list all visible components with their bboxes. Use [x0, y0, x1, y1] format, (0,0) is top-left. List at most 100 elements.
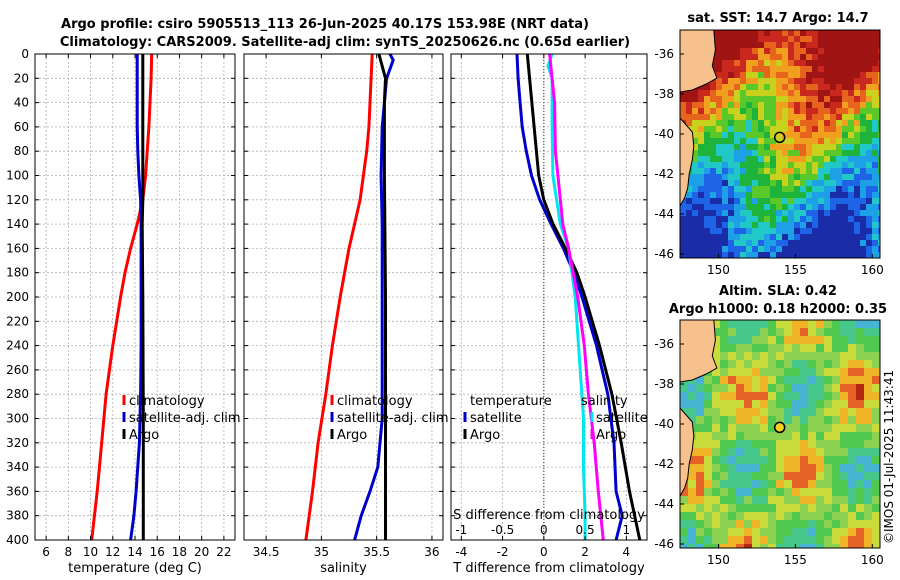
- map-frame: [679, 29, 881, 259]
- x-tick-label: 35: [314, 545, 329, 559]
- figure-title-line1: Argo profile: csiro 5905513_113 26-Jun-2…: [61, 17, 589, 32]
- y-tick-label: 360: [6, 484, 29, 498]
- map-y-tick-label: -40: [654, 127, 674, 141]
- map-field: [680, 30, 880, 258]
- map-x-tick-label: 150: [707, 263, 730, 277]
- x-tick-label: 8: [65, 545, 73, 559]
- series-line-s-argo: [548, 53, 605, 541]
- series-line-climatology: [90, 53, 154, 541]
- legend: climatology satellite-adj. clim Argo: [122, 394, 241, 443]
- x-tick-label: 18: [172, 545, 187, 559]
- x-tick-label: 2: [581, 545, 589, 559]
- map-y-tick-label: -42: [654, 457, 674, 471]
- x-axis-label: temperature (deg C): [68, 561, 202, 576]
- legend-label: Argo: [337, 428, 367, 443]
- map-x-tick-label: 160: [861, 553, 884, 567]
- argo-location-marker: [773, 421, 786, 434]
- map-y-tick-label: -46: [654, 247, 674, 261]
- series-line-satellite-adj-clim: [353, 53, 395, 541]
- y-tick-label: 340: [6, 460, 29, 474]
- y-tick-label: 380: [6, 509, 29, 523]
- tasmania-land: [680, 407, 695, 498]
- series-line-climatology: [304, 53, 374, 541]
- australia-mainland: [680, 30, 718, 93]
- s-diff-tick-label: -1: [455, 523, 467, 537]
- map-y-tick-label: -44: [654, 207, 674, 221]
- map-x-tick-label: 160: [861, 263, 884, 277]
- x-tick-label: 14: [127, 545, 142, 559]
- y-tick-label: 140: [6, 217, 29, 231]
- x-tick-label: 22: [216, 545, 231, 559]
- y-tick-label: 240: [6, 339, 29, 353]
- s-diff-tick-label: 0.5: [576, 523, 595, 537]
- y-tick-label: 100: [6, 169, 29, 183]
- y-tick-label: 0: [21, 47, 29, 61]
- map-y-tick-label: -36: [654, 337, 674, 351]
- y-tick-label: 280: [6, 387, 29, 401]
- x-tick-label: 34.5: [253, 545, 280, 559]
- figure-title-line2: Climatology: CARS2009. Satellite-adj cli…: [60, 35, 630, 50]
- map-y-tick-label: -38: [654, 377, 674, 391]
- sla-map: 150 155 160 -36 -38 -40 -42 -44 -46: [654, 319, 884, 567]
- map-y-tick-label: -42: [654, 167, 674, 181]
- x-tick-label: -4: [455, 545, 467, 559]
- legend-title-temperature: temperature: [470, 394, 552, 409]
- y-tick-label: 20: [14, 71, 29, 85]
- x-tick-label: 35.5: [363, 545, 390, 559]
- sst-map: 150 155 160 -36 -38 -40 -42 -44 -46: [654, 29, 884, 277]
- imos-timestamp: ©IMOS 01-Jul-2025 11:43:41: [882, 370, 896, 544]
- legend-label: Argo: [129, 428, 159, 443]
- map-y-tick-label: -38: [654, 87, 674, 101]
- legend-label: satellite-adj. clim: [337, 411, 449, 426]
- y-tick-label: 400: [6, 533, 29, 547]
- s-diff-axis-label: S difference from climatology: [453, 508, 645, 523]
- legend-label: satellite: [470, 411, 522, 426]
- legend-label: satellite-adj. clim: [129, 411, 241, 426]
- y-tick-label: 40: [14, 96, 29, 110]
- map-y-tick-label: -36: [654, 47, 674, 61]
- y-tick-label: 120: [6, 193, 29, 207]
- salinity-panel: 34.5 35 35.5 36 salinity climatology satellite…: [243, 53, 449, 576]
- legend-label: climatology: [337, 394, 413, 409]
- x-tick-label: 20: [194, 545, 209, 559]
- y-tick-label: 300: [6, 412, 29, 426]
- y-tick-label: 260: [6, 363, 29, 377]
- x-tick-label: 0: [540, 545, 548, 559]
- sst-map-title: sat. SST: 14.7 Argo: 14.7: [687, 11, 868, 26]
- temperature-panel: 0 20 40 60 80 100 120 140 160 180 200 220 240 260 280 3…: [6, 47, 241, 576]
- y-tick-label: 180: [6, 266, 29, 280]
- x-tick-label: 12: [105, 545, 120, 559]
- series-line-t-argo: [525, 53, 642, 541]
- legend-label: climatology: [129, 394, 205, 409]
- legend: temperature salinity satellite Argo satellit…: [463, 394, 648, 443]
- map-frame: [679, 319, 881, 549]
- sla-map-title-line2: Argo h1000: 0.18 h2000: 0.35: [669, 302, 887, 317]
- y-tick-label: 320: [6, 436, 29, 450]
- s-diff-tick-label: 1: [623, 523, 631, 537]
- y-tick-label: 200: [6, 290, 29, 304]
- map-y-tick-label: -44: [654, 497, 674, 511]
- map-y-tick-label: -40: [654, 417, 674, 431]
- x-tick-label: 16: [150, 545, 165, 559]
- tasmania-land: [680, 117, 695, 208]
- legend-label: satellite: [596, 411, 648, 426]
- sla-map-title-line1: Altim. SLA: 0.42: [719, 284, 837, 299]
- x-tick-label: 36: [424, 545, 439, 559]
- map-field: [680, 320, 880, 548]
- difference-panel: -4 -2 0 2 4 T difference from climatology S di…: [450, 53, 648, 576]
- series-line-argo: [140, 54, 145, 540]
- australia-mainland: [680, 320, 718, 383]
- legend-label: Argo: [470, 428, 500, 443]
- x-tick-label: -2: [497, 545, 509, 559]
- x-tick-label: 10: [83, 545, 98, 559]
- legend-label: Argo: [596, 428, 626, 443]
- series-line-t-satellite: [515, 53, 624, 541]
- x-tick-label: 6: [42, 545, 50, 559]
- y-tick-label: 60: [14, 120, 29, 134]
- legend-title-salinity: salinity: [581, 394, 628, 409]
- y-tick-label: 220: [6, 314, 29, 328]
- map-y-tick-label: -46: [654, 537, 674, 551]
- s-diff-tick-label: -0.5: [491, 523, 514, 537]
- series-line-argo: [377, 53, 387, 540]
